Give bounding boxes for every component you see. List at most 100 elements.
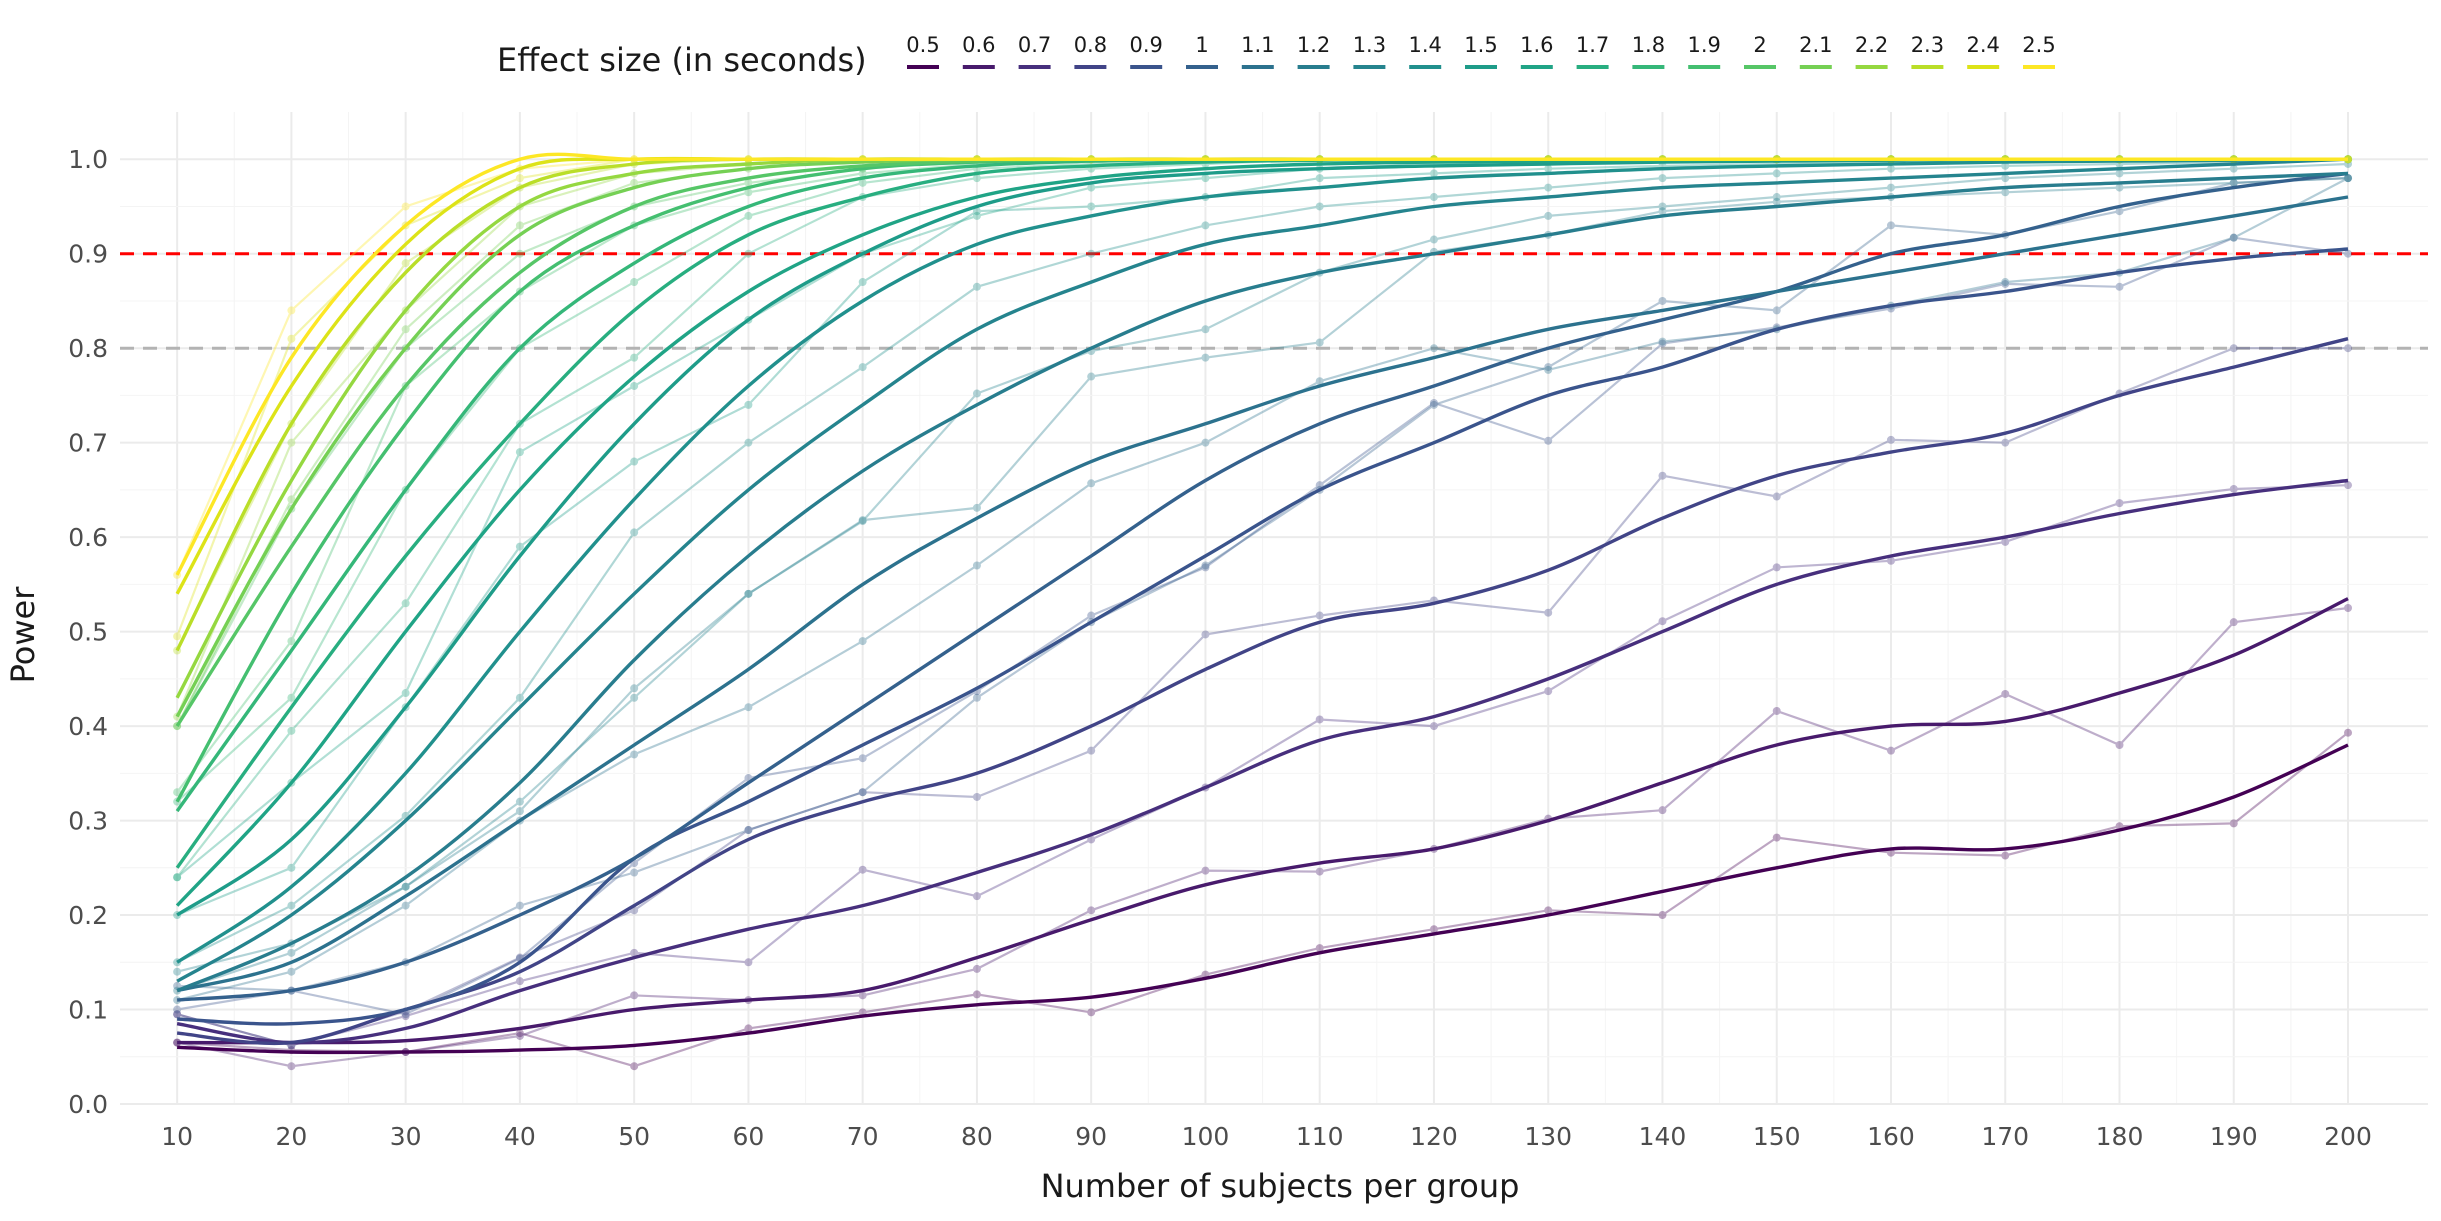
data-point <box>2001 438 2010 447</box>
legend-item-2: 2 <box>1744 33 1776 69</box>
x-tick-label: 180 <box>2096 1122 2144 1151</box>
data-point <box>1658 471 1667 480</box>
x-tick-label: 160 <box>1867 1122 1915 1151</box>
legend-item-0.9: 0.9 <box>1129 33 1163 69</box>
data-point <box>401 689 410 698</box>
reference-lines <box>120 252 2428 350</box>
raw-line <box>177 731 2349 1068</box>
data-point <box>1544 183 1553 192</box>
data-point <box>1544 363 1553 372</box>
data-point <box>1544 906 1553 915</box>
y-tick-label: 0.3 <box>68 807 108 836</box>
data-point <box>2229 819 2238 828</box>
smooth-line-0.7 <box>176 478 2349 1045</box>
x-tick-label: 40 <box>504 1122 536 1151</box>
data-point <box>744 188 753 197</box>
smooth-line-0.5 <box>177 743 2349 1055</box>
data-point <box>1886 164 1895 173</box>
x-tick-label: 100 <box>1182 1122 1230 1151</box>
data-point <box>972 207 981 216</box>
x-axis-title: Number of subjects per group <box>1041 1167 1520 1205</box>
data-point <box>1201 221 1210 230</box>
data-point <box>1201 563 1210 572</box>
data-point <box>630 693 639 702</box>
legend-title: Effect size (in seconds) <box>497 41 867 79</box>
data-point <box>972 792 981 801</box>
data-point <box>858 363 867 372</box>
legend-label: 1.2 <box>1297 33 1330 57</box>
legend-label: 1.8 <box>1632 33 1665 57</box>
legend-item-1.8: 1.8 <box>1632 33 1665 69</box>
data-point <box>2344 174 2353 183</box>
legend-label: 1.5 <box>1464 33 1497 57</box>
x-tick-label: 190 <box>2210 1122 2258 1151</box>
legend-label: 0.9 <box>1129 33 1162 57</box>
data-point <box>1772 193 1781 202</box>
data-point <box>744 178 753 187</box>
data-point <box>1544 608 1553 617</box>
data-point <box>630 750 639 759</box>
raw-line <box>176 236 2349 1016</box>
y-tick-label: 0.0 <box>68 1090 108 1119</box>
data-point <box>2001 278 2010 287</box>
y-tick-label: 0.1 <box>68 996 108 1025</box>
data-point <box>173 1010 182 1019</box>
x-tick-label: 120 <box>1410 1122 1458 1151</box>
legend-item-2.1: 2.1 <box>1799 33 1833 69</box>
data-point <box>401 882 410 891</box>
data-point <box>1772 306 1781 315</box>
data-point <box>287 948 296 957</box>
data-point <box>1772 197 1781 206</box>
data-point <box>401 599 410 608</box>
data-point <box>173 967 182 976</box>
data-point <box>630 1062 639 1071</box>
data-point <box>858 169 867 178</box>
legend-item-1.5: 1.5 <box>1464 33 1498 69</box>
legend: Effect size (in seconds) 0.5 0.6 0.7 0.8 0.9… <box>497 33 2056 79</box>
data-point <box>1315 174 1324 183</box>
data-point <box>858 637 867 646</box>
data-point <box>1087 1008 1096 1017</box>
data-point <box>858 788 867 797</box>
x-tick-label: 20 <box>275 1122 307 1151</box>
data-point <box>2229 233 2238 242</box>
data-point <box>2001 537 2010 546</box>
legend-item-0.8: 0.8 <box>1074 33 1107 69</box>
data-point <box>2344 155 2353 164</box>
legend-item-1.7: 1.7 <box>1576 33 1609 69</box>
data-point <box>1201 174 1210 183</box>
legend-label: 2.2 <box>1855 33 1888 57</box>
data-point <box>2344 155 2353 164</box>
data-point <box>1429 400 1438 409</box>
data-point <box>1315 611 1324 620</box>
data-point <box>1315 338 1324 347</box>
data-point <box>287 334 296 343</box>
data-point <box>401 259 410 268</box>
legend-label: 0.5 <box>906 33 939 57</box>
legend-items: 0.5 0.6 0.7 0.8 0.9 1 1.1 1.2 1.3 1.4 1.5 1.6 1.7 1.8… <box>906 33 2056 69</box>
legend-item-2.5: 2.5 <box>2022 33 2056 69</box>
data-point <box>1658 337 1667 346</box>
raw-line <box>176 484 2349 1047</box>
data-point <box>630 684 639 693</box>
data-point <box>1658 617 1667 626</box>
data-point <box>2115 282 2124 291</box>
data-point <box>2115 499 2124 508</box>
raw-line <box>176 177 2349 992</box>
data-point <box>1886 435 1895 444</box>
data-point <box>630 868 639 877</box>
y-axis-title: Power <box>4 586 42 684</box>
data-point <box>1201 866 1210 875</box>
legend-label: 1.3 <box>1353 33 1386 57</box>
data-point <box>1315 944 1324 953</box>
y-tick-label: 0.7 <box>68 429 108 458</box>
data-point <box>1087 202 1096 211</box>
data-point <box>2229 164 2238 173</box>
data-point <box>630 381 639 390</box>
data-point <box>173 632 182 641</box>
data-point <box>972 174 981 183</box>
legend-label: 2.3 <box>1911 33 1944 57</box>
data-point <box>630 178 639 187</box>
legend-item-2.4: 2.4 <box>1966 33 2000 69</box>
